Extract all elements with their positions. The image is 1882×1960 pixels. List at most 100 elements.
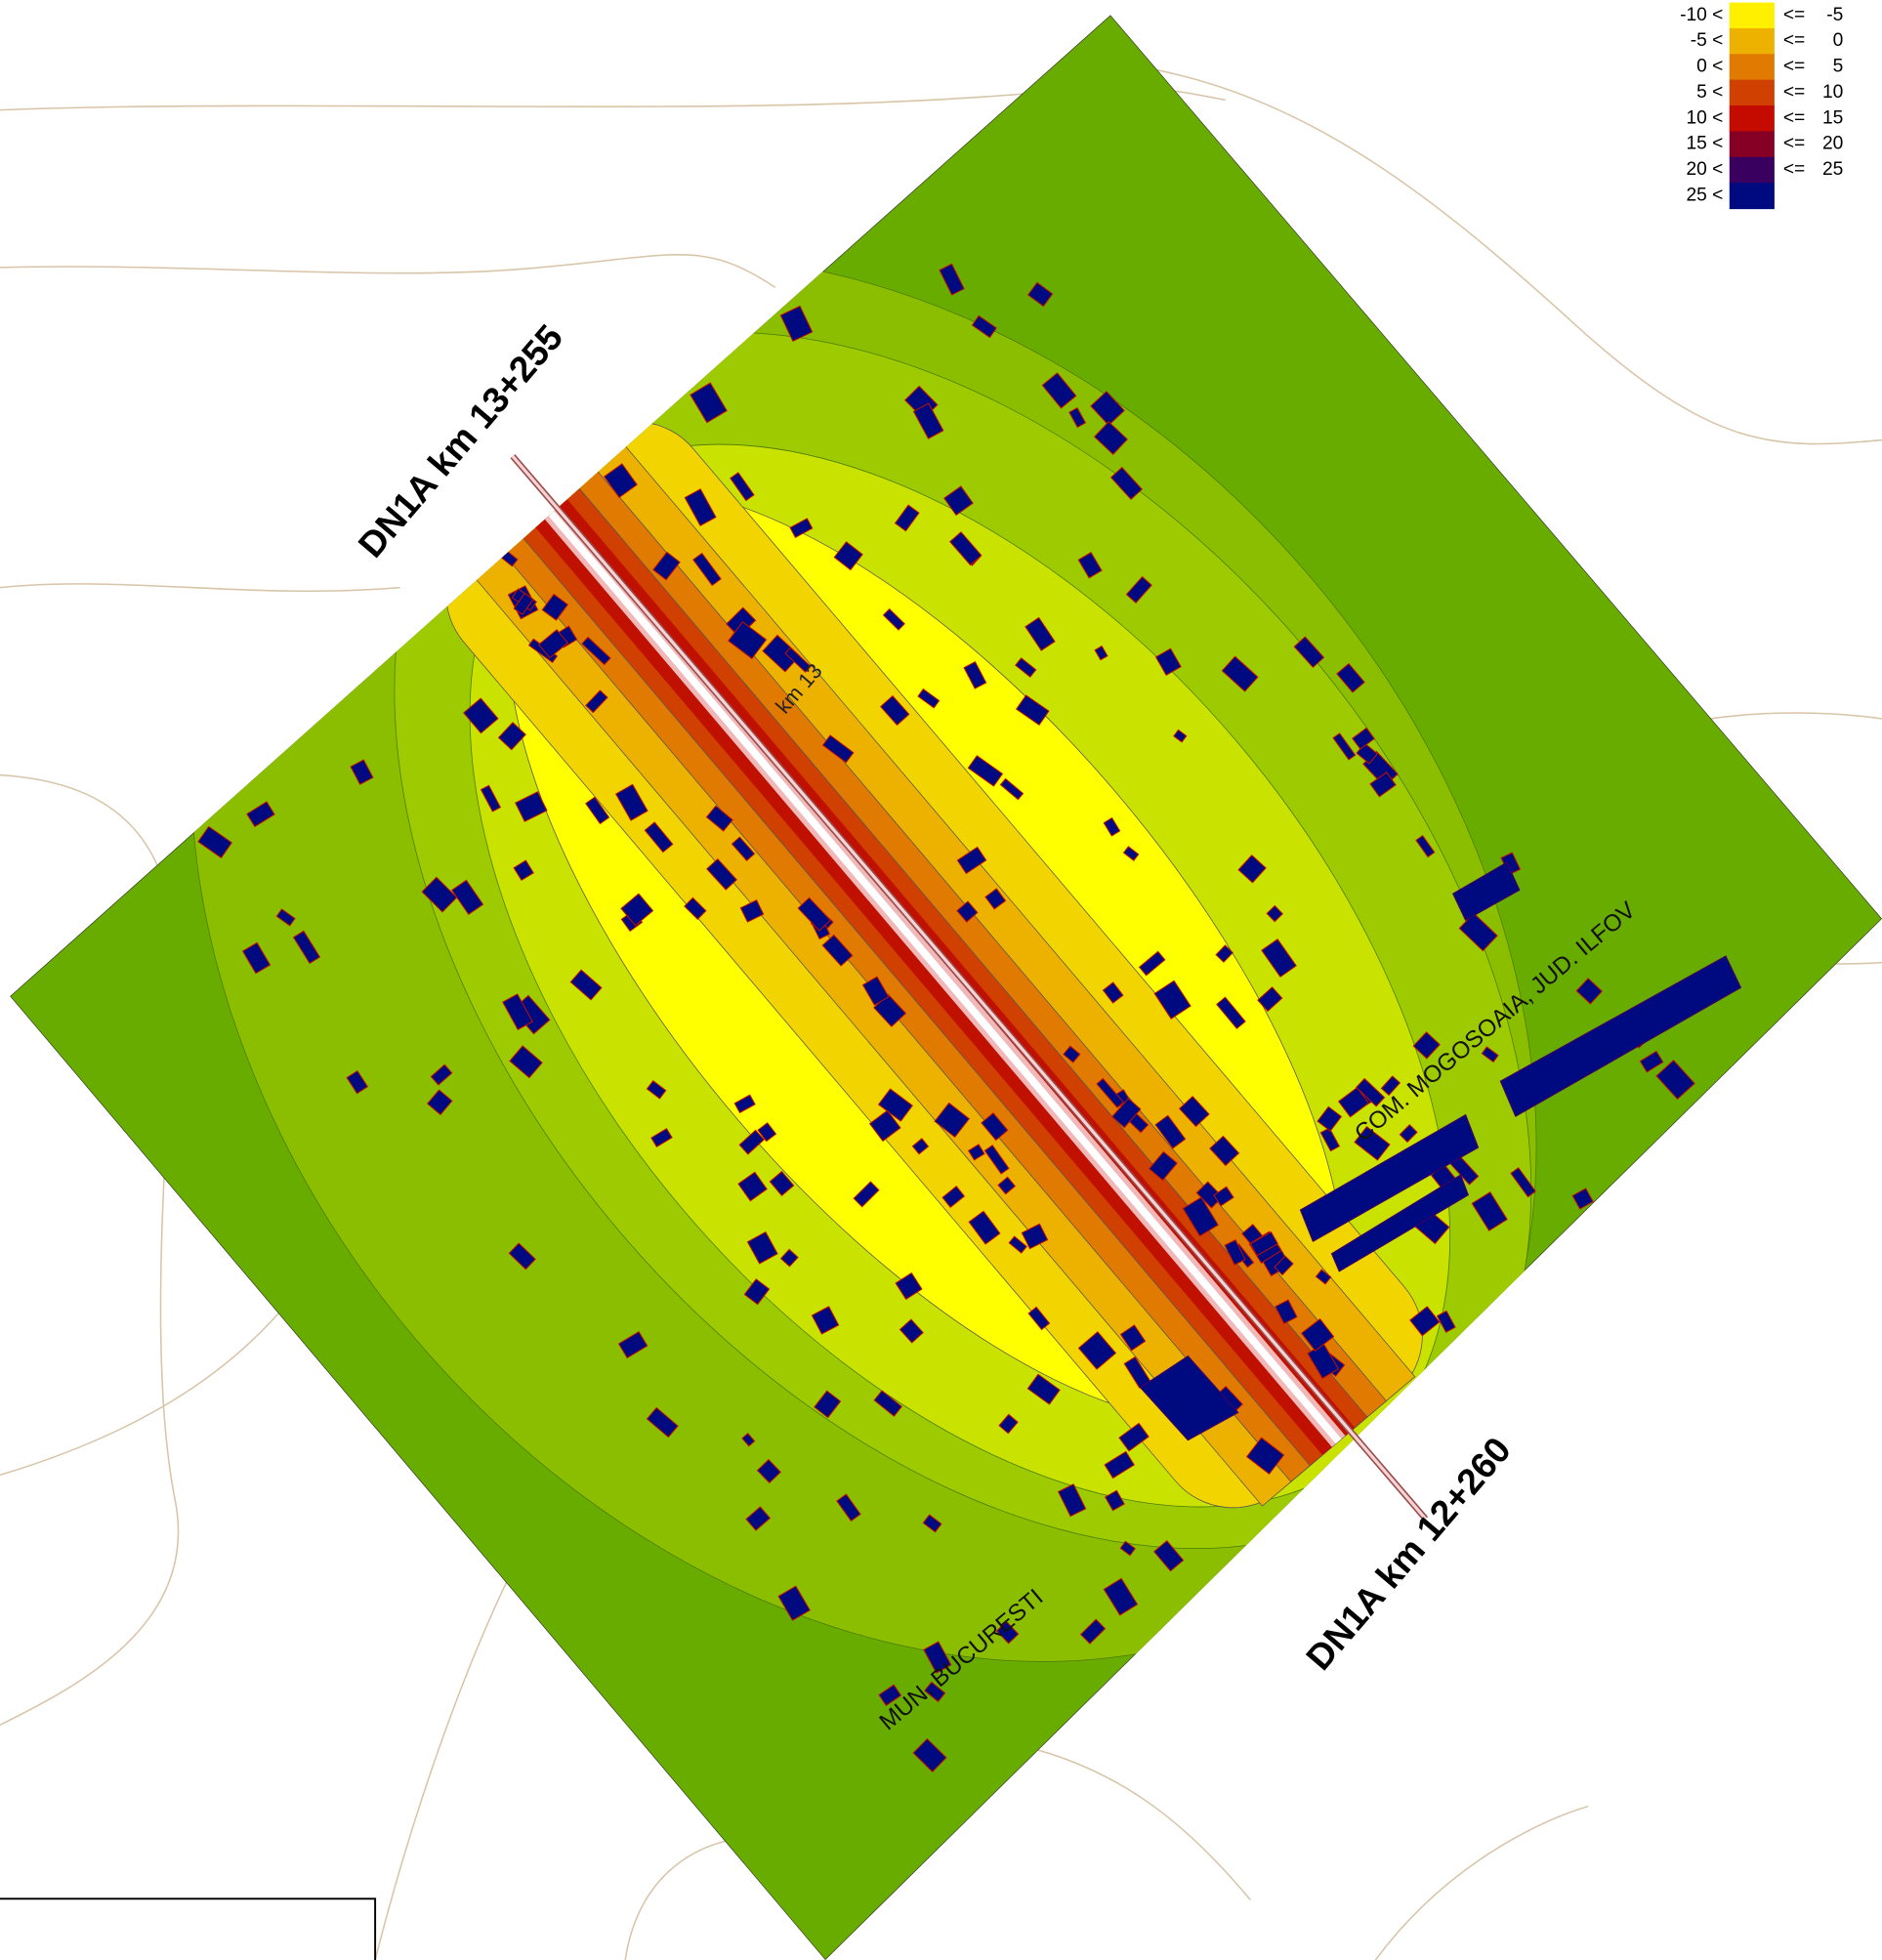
building — [1077, 1331, 1117, 1370]
building — [922, 1514, 942, 1533]
building — [1148, 1150, 1178, 1182]
building — [941, 1186, 966, 1208]
legend-low: 25 < — [1686, 185, 1723, 205]
building — [730, 472, 755, 502]
building — [1025, 616, 1056, 651]
building — [853, 1181, 880, 1208]
building — [241, 941, 272, 975]
building — [995, 1620, 1020, 1645]
building — [779, 1248, 799, 1268]
legend-high: 15 — [1822, 107, 1843, 128]
building — [984, 888, 1007, 910]
legend-swatch — [1729, 27, 1775, 55]
building — [956, 846, 987, 875]
building — [861, 976, 890, 1006]
large-buildings — [1139, 861, 1742, 1441]
building — [585, 796, 610, 825]
building — [1274, 1255, 1294, 1276]
building — [777, 1585, 811, 1621]
building — [1216, 996, 1246, 1029]
building — [1152, 1540, 1185, 1572]
building — [1215, 944, 1234, 963]
building — [739, 899, 765, 923]
building — [502, 993, 533, 1031]
building — [1068, 406, 1087, 429]
building — [1173, 729, 1188, 743]
building — [650, 1127, 673, 1147]
building — [1077, 552, 1103, 579]
building — [784, 646, 812, 673]
building — [652, 551, 681, 581]
building — [1213, 1186, 1234, 1207]
building — [789, 518, 814, 538]
building — [1154, 647, 1182, 677]
building — [769, 1170, 795, 1196]
building — [917, 688, 941, 709]
legend-swatch — [1729, 79, 1775, 106]
building — [1122, 846, 1140, 861]
building — [1319, 1127, 1341, 1152]
building — [1026, 281, 1054, 308]
building — [728, 621, 768, 660]
building — [1266, 904, 1284, 923]
building — [1409, 1306, 1441, 1337]
building — [1249, 1230, 1279, 1257]
building — [956, 900, 979, 923]
building — [1257, 986, 1283, 1013]
building — [836, 1493, 861, 1522]
building — [1224, 1239, 1246, 1266]
legend-low: 5 < — [1696, 82, 1723, 103]
legend-low: 10 < — [1686, 107, 1723, 128]
building — [948, 531, 983, 566]
building — [997, 1176, 1017, 1195]
legend-op: <= — [1783, 159, 1805, 180]
building — [1380, 1075, 1401, 1097]
building — [426, 1089, 453, 1116]
building — [1317, 1105, 1343, 1132]
building — [1639, 1050, 1664, 1073]
building — [821, 734, 855, 764]
end-label: DN1A km 12+260 — [1298, 1429, 1519, 1677]
building — [1079, 1618, 1107, 1645]
building — [779, 305, 814, 343]
legend: -10 < <= -5 -5 < <= 0 0 < <= 5 5 < <= 10 10 < <= 15 15 … — [1680, 2, 1844, 210]
building — [1096, 1077, 1125, 1108]
building — [983, 1145, 1010, 1175]
building — [967, 1144, 985, 1161]
building — [1041, 372, 1077, 409]
building — [684, 488, 717, 526]
building — [1436, 1310, 1456, 1333]
building — [513, 859, 534, 882]
building — [569, 969, 603, 1001]
building — [963, 661, 987, 689]
building — [1355, 1077, 1386, 1107]
building — [894, 504, 920, 532]
legend-high: -5 — [1826, 5, 1843, 25]
building — [895, 1272, 923, 1301]
building — [971, 314, 997, 339]
building — [746, 1230, 778, 1265]
building — [1332, 732, 1357, 761]
building — [1090, 391, 1125, 427]
legend-high: 5 — [1833, 57, 1844, 77]
building — [581, 636, 611, 666]
legend-low: 15 < — [1686, 134, 1723, 154]
legend-op: <= — [1783, 134, 1805, 154]
building — [275, 908, 296, 927]
building — [1471, 1191, 1508, 1231]
building — [246, 801, 275, 828]
legend-low: 0 < — [1696, 57, 1723, 77]
building — [1154, 1114, 1187, 1149]
building — [1103, 1577, 1139, 1616]
legend-op: <= — [1783, 5, 1805, 25]
building — [1015, 657, 1037, 678]
building — [585, 689, 608, 714]
building — [350, 759, 374, 785]
building — [346, 1069, 369, 1095]
building — [877, 1088, 913, 1122]
legend-swatch — [1729, 105, 1775, 133]
legend-high: 10 — [1822, 82, 1843, 103]
building — [1481, 1046, 1499, 1063]
building — [1094, 645, 1108, 661]
